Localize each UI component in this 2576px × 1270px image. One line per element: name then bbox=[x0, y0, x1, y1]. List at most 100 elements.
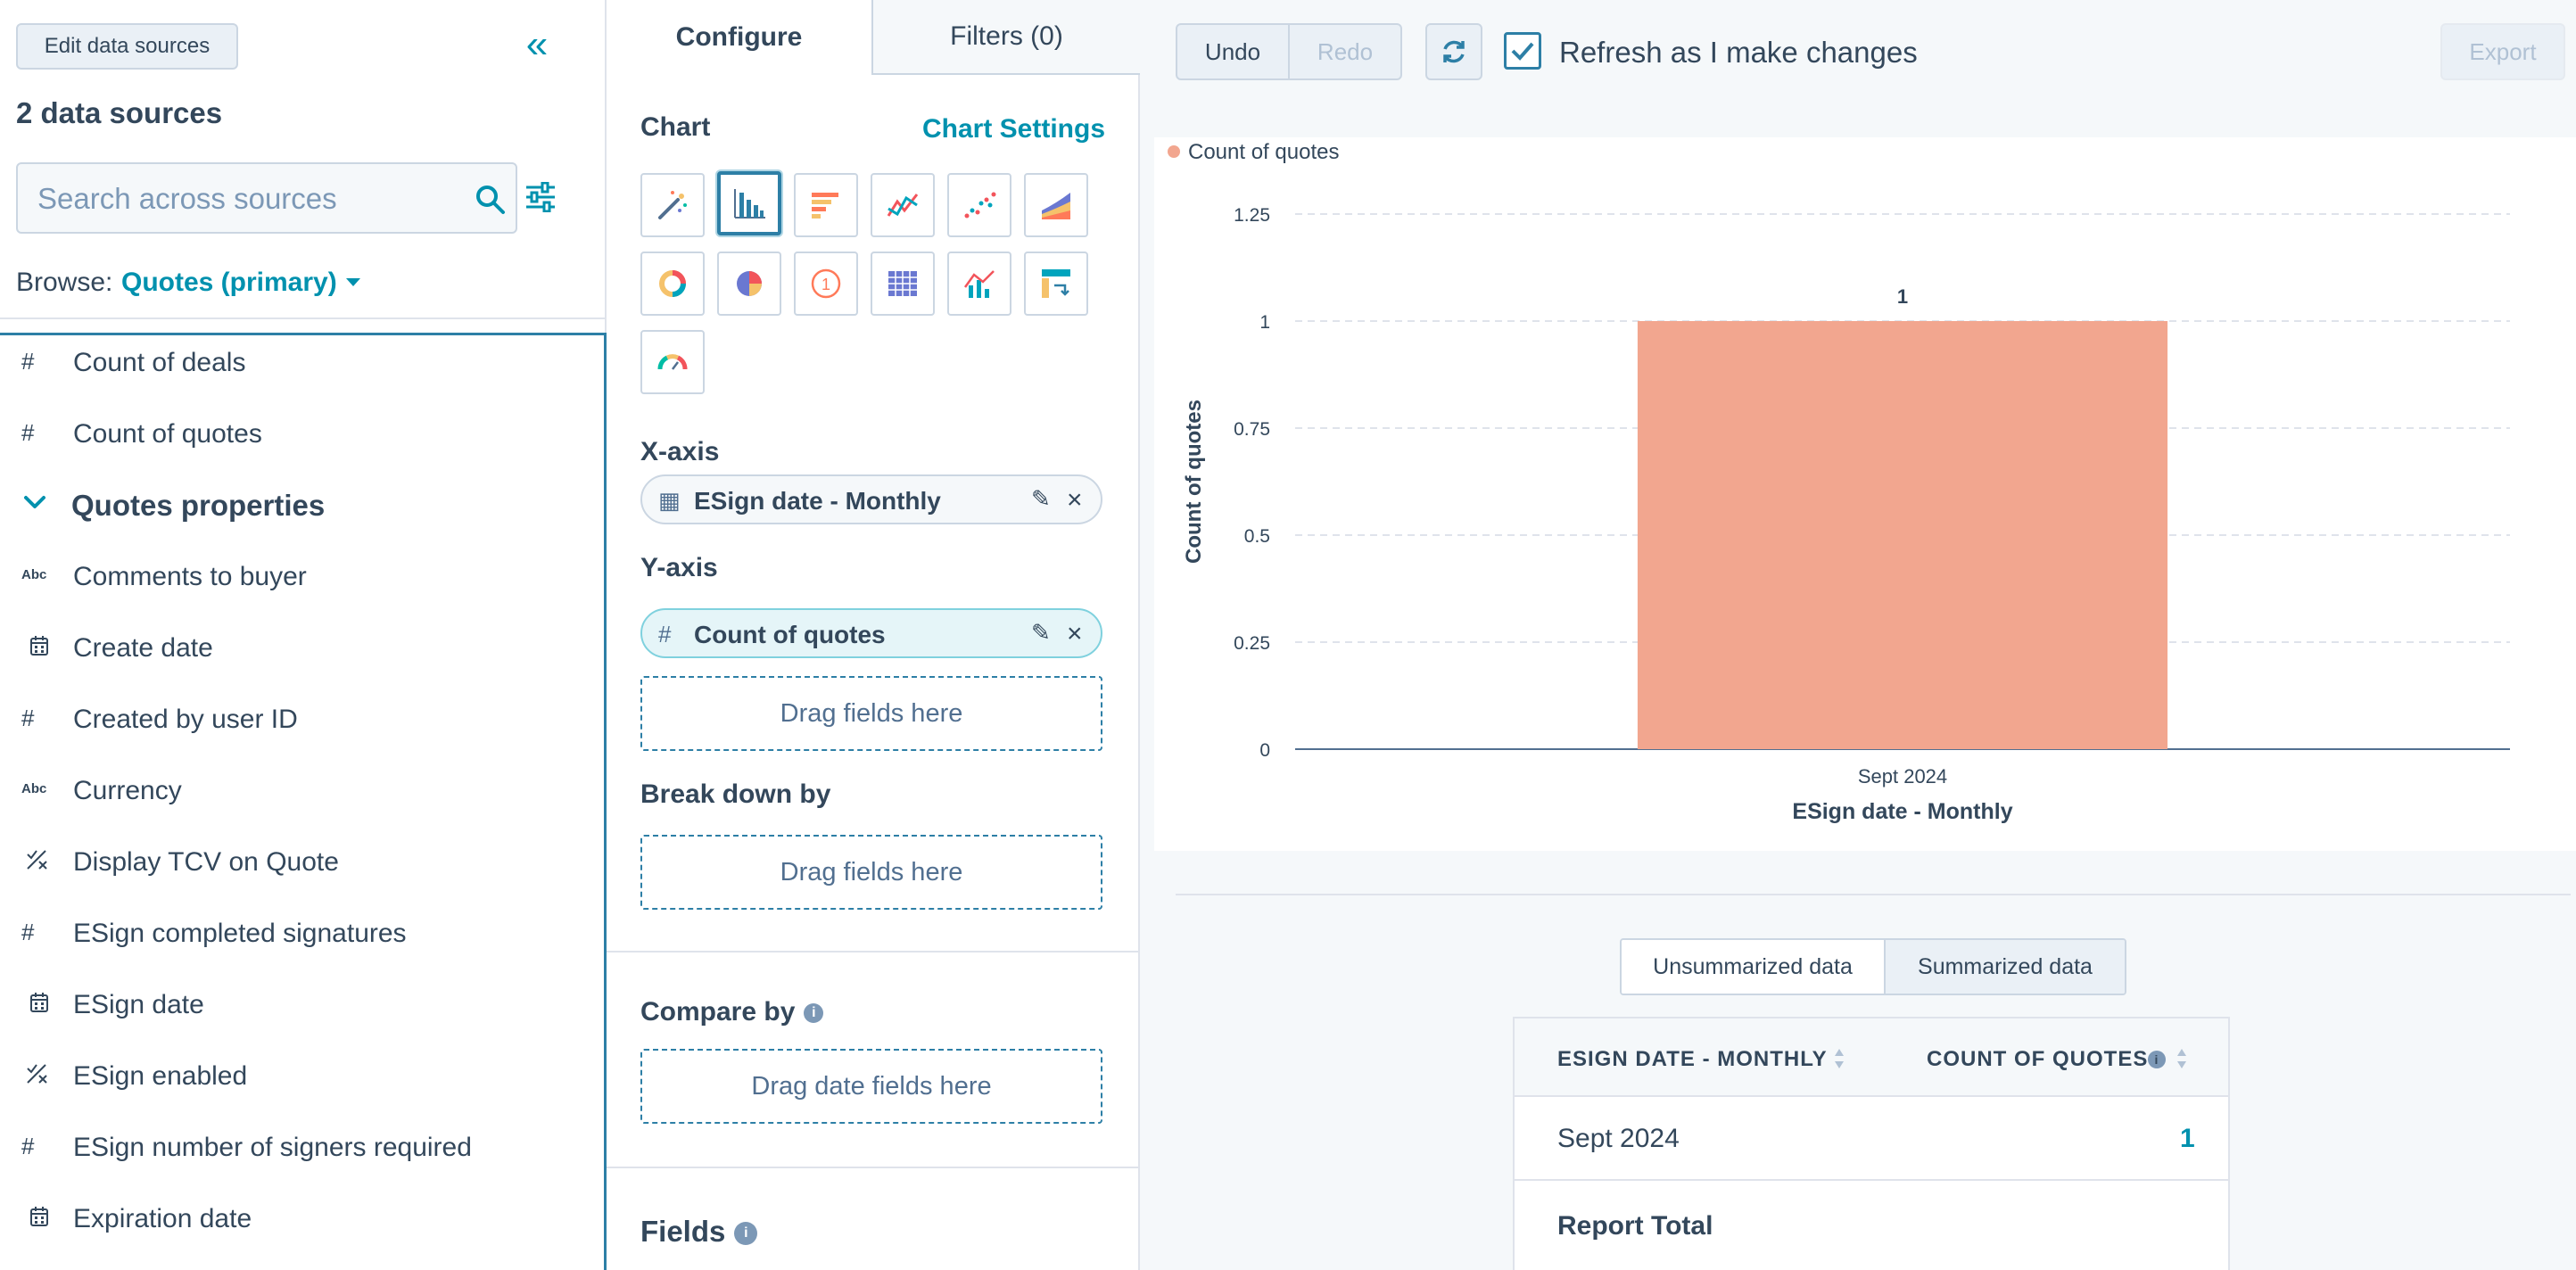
field-item-esign-number-of-signers[interactable]: # ESign number of signers required bbox=[0, 1120, 603, 1174]
unsummarized-data-button[interactable]: Unsummarized data bbox=[1622, 940, 1886, 994]
field-item-count-of-deals[interactable]: # Count of deals bbox=[0, 335, 603, 389]
number-icon: # bbox=[21, 919, 35, 945]
boolean-icon bbox=[27, 1064, 47, 1084]
close-icon[interactable]: × bbox=[1067, 619, 1083, 648]
field-item-display-tcv-on-quote[interactable]: Display TCV on Quote bbox=[0, 835, 603, 888]
configure-panel: Configure Filters (0) Chart Chart Settin… bbox=[607, 0, 1140, 1270]
vertical-bar-chart-icon bbox=[734, 189, 765, 219]
compare-drop-zone[interactable]: Drag date fields here bbox=[640, 1049, 1102, 1124]
chart-type-area-button[interactable] bbox=[1024, 173, 1088, 237]
sort-icon[interactable] bbox=[1834, 1047, 1845, 1070]
browse-source-dropdown[interactable]: Quotes (primary) bbox=[121, 268, 337, 297]
info-icon[interactable]: i bbox=[804, 1003, 824, 1024]
data-sources-title: 2 data sources bbox=[16, 96, 223, 129]
yaxis-drop-zone[interactable]: Drag fields here bbox=[640, 676, 1102, 751]
field-item-created-by-user-id[interactable]: # Created by user ID bbox=[0, 692, 603, 746]
field-label: ESign completed signatures bbox=[73, 919, 407, 948]
summarized-data-button[interactable]: Summarized data bbox=[1886, 940, 2125, 994]
column-header-count-of-quotes[interactable]: COUNT OF QUOTES bbox=[1927, 1047, 2149, 1071]
chart-type-scatter-button[interactable] bbox=[947, 173, 1011, 237]
refresh-icon bbox=[1443, 40, 1465, 63]
chart-type-combo-button[interactable] bbox=[947, 252, 1011, 316]
yaxis-field-label: Count of quotes bbox=[694, 621, 886, 648]
field-label: ESign number of signers required bbox=[73, 1133, 472, 1162]
info-icon[interactable]: i bbox=[2148, 1051, 2166, 1068]
field-item-expiration-date[interactable]: Expiration date bbox=[0, 1192, 603, 1245]
tab-filters[interactable]: Filters (0) bbox=[871, 0, 1140, 75]
chart-type-gauge-button[interactable] bbox=[640, 330, 705, 394]
pencil-icon[interactable]: ✎ bbox=[1031, 619, 1051, 646]
number-icon: # bbox=[21, 348, 35, 375]
export-button[interactable]: Export bbox=[2440, 23, 2565, 80]
y-tick-label: 0 bbox=[1259, 740, 1270, 761]
chart-type-kpi-button[interactable]: 1 bbox=[794, 252, 858, 316]
svg-text:1: 1 bbox=[822, 276, 830, 293]
chevron-down-icon[interactable] bbox=[346, 278, 360, 286]
table-header: ESIGN DATE - MONTHLY COUNT OF QUOTES i bbox=[1515, 1018, 2228, 1097]
breakdown-drop-zone[interactable]: Drag fields here bbox=[640, 835, 1102, 910]
search-icon[interactable] bbox=[475, 184, 507, 216]
number-icon: # bbox=[21, 1133, 35, 1159]
refresh-button[interactable] bbox=[1425, 23, 1482, 80]
field-label: ESign enabled bbox=[73, 1061, 248, 1091]
field-item-esign-date[interactable]: ESign date bbox=[0, 977, 603, 1031]
field-item-currency[interactable]: Abc Currency bbox=[0, 763, 603, 817]
chart-type-table-button[interactable] bbox=[871, 252, 935, 316]
chart-type-magic-button[interactable] bbox=[640, 173, 705, 237]
scatter-chart-icon bbox=[964, 192, 996, 219]
chart-type-donut-button[interactable] bbox=[640, 252, 705, 316]
bar-chart: Count of quotes 0 0.25 0.5 0.75 1 1.25 Count of… bbox=[1168, 140, 2510, 824]
line-chart-icon bbox=[887, 194, 919, 217]
pencil-icon[interactable]: ✎ bbox=[1031, 485, 1051, 512]
field-item-create-date[interactable]: Create date bbox=[0, 621, 603, 674]
refresh-checkbox[interactable] bbox=[1504, 32, 1541, 70]
compare-heading-label: Compare by bbox=[640, 997, 796, 1027]
group-quotes-properties[interactable]: Quotes properties bbox=[0, 478, 603, 532]
redo-button[interactable]: Redo bbox=[1317, 37, 1374, 65]
undo-button[interactable]: Undo bbox=[1177, 25, 1290, 78]
field-item-esign-enabled[interactable]: ESign enabled bbox=[0, 1049, 603, 1102]
xaxis-field-label: ESign date - Monthly bbox=[694, 487, 941, 515]
breakdown-heading: Break down by bbox=[640, 779, 831, 809]
column-header-esign-date[interactable]: ESIGN DATE - MONTHLY bbox=[1557, 1047, 1828, 1071]
chart-settings-link[interactable]: Chart Settings bbox=[922, 114, 1106, 144]
info-icon[interactable]: i bbox=[734, 1222, 758, 1246]
kpi-icon: 1 bbox=[811, 268, 841, 299]
data-sources-panel: Edit data sources « 2 data sources Searc… bbox=[0, 0, 607, 1270]
field-item-count-of-quotes[interactable]: # Count of quotes bbox=[0, 407, 603, 460]
y-tick-label: 0.75 bbox=[1234, 419, 1270, 440]
divider bbox=[1176, 894, 2571, 895]
sort-icon[interactable] bbox=[2176, 1047, 2187, 1070]
divider bbox=[607, 1167, 1140, 1168]
checkmark-icon bbox=[1511, 42, 1534, 61]
chart-type-line-button[interactable] bbox=[871, 173, 935, 237]
search-input[interactable]: Search across sources bbox=[16, 162, 517, 234]
chart-type-vertical-bar-button[interactable] bbox=[717, 171, 781, 235]
edit-data-sources-button[interactable]: Edit data sources bbox=[16, 23, 238, 70]
collapse-panel-icon[interactable]: « bbox=[525, 22, 549, 66]
preview-panel: Undo Redo Refresh as I make changes Expo… bbox=[1140, 0, 2576, 1270]
chart-type-pivot-button[interactable] bbox=[1024, 252, 1088, 316]
xaxis-field-pill[interactable]: ▦ ESign date - Monthly ✎ × bbox=[640, 474, 1102, 524]
tab-configure[interactable]: Configure bbox=[607, 0, 871, 75]
filter-settings-icon[interactable] bbox=[524, 182, 557, 212]
field-label: Count of deals bbox=[73, 348, 246, 377]
calendar-icon bbox=[30, 993, 48, 1012]
search-placeholder: Search across sources bbox=[37, 182, 337, 215]
table-cell-count-link[interactable]: 1 bbox=[2180, 1124, 2195, 1153]
yaxis-field-pill[interactable]: # Count of quotes ✎ × bbox=[640, 608, 1102, 658]
magic-wand-icon bbox=[658, 191, 687, 219]
field-list[interactable]: # Count of deals # Count of quotes Quote… bbox=[0, 333, 607, 1270]
gauge-icon bbox=[657, 354, 688, 370]
close-icon[interactable]: × bbox=[1067, 485, 1083, 515]
chart-type-horizontal-bar-button[interactable] bbox=[794, 173, 858, 237]
pivot-table-icon bbox=[1042, 269, 1070, 298]
chart-heading: Chart bbox=[640, 112, 711, 142]
field-item-comments-to-buyer[interactable]: Abc Comments to buyer bbox=[0, 549, 603, 603]
divider bbox=[0, 318, 607, 319]
chart-type-pie-button[interactable] bbox=[717, 252, 781, 316]
text-icon: Abc bbox=[21, 781, 47, 796]
field-item-esign-completed-signatures[interactable]: # ESign completed signatures bbox=[0, 906, 603, 960]
bar-data-label: 1 bbox=[1897, 285, 1908, 308]
chevron-down-icon[interactable] bbox=[21, 485, 48, 521]
